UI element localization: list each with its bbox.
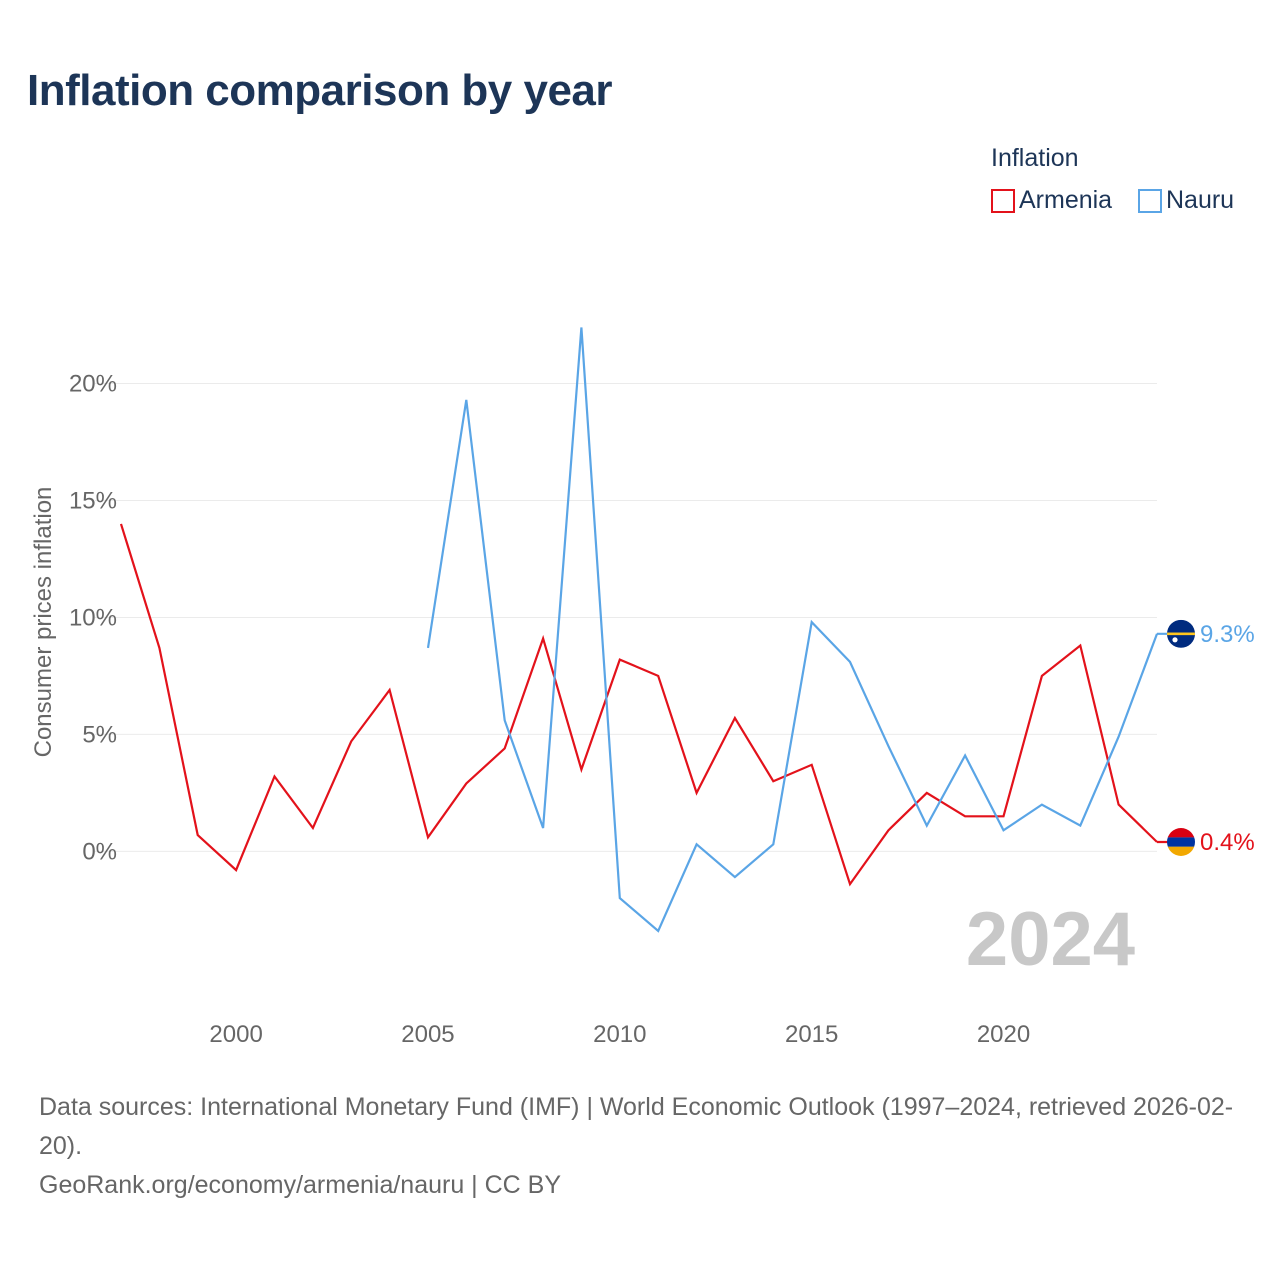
y-tick-label: 15% bbox=[69, 488, 117, 515]
legend-item-armenia[interactable]: Armenia bbox=[991, 186, 1112, 215]
data-point-armenia[interactable] bbox=[808, 761, 816, 769]
gridlines bbox=[95, 383, 1157, 852]
y-axis-ticks: 0% 5% 10% 15% 20% bbox=[69, 371, 117, 866]
data-point-armenia[interactable] bbox=[309, 824, 317, 832]
data-point-nauru[interactable] bbox=[1038, 801, 1046, 809]
footer: Data sources: International Monetary Fun… bbox=[39, 1088, 1249, 1205]
data-point-armenia[interactable] bbox=[386, 686, 394, 694]
legend-title: Inflation bbox=[991, 144, 1079, 172]
data-point-nauru[interactable] bbox=[923, 822, 931, 830]
data-point-armenia[interactable] bbox=[539, 635, 547, 643]
data-point-nauru[interactable] bbox=[1115, 733, 1123, 741]
data-point-armenia[interactable] bbox=[846, 880, 854, 888]
data-point-nauru[interactable] bbox=[1000, 826, 1008, 834]
series-lines bbox=[117, 323, 1159, 935]
armenia-flag-icon bbox=[1167, 828, 1195, 856]
data-point-armenia[interactable] bbox=[232, 866, 240, 874]
x-tick-label: 2010 bbox=[593, 1021, 646, 1048]
data-point-armenia[interactable] bbox=[884, 826, 892, 834]
y-axis-label: Consumer prices inflation bbox=[30, 487, 57, 758]
legend-swatch-armenia bbox=[991, 188, 1015, 213]
y-tick-label: 20% bbox=[69, 371, 117, 398]
data-point-armenia[interactable] bbox=[117, 520, 125, 528]
data-point-armenia[interactable] bbox=[1038, 672, 1046, 680]
data-point-nauru[interactable] bbox=[1076, 822, 1084, 830]
data-point-armenia[interactable] bbox=[923, 789, 931, 797]
current-year-watermark: 2024 bbox=[966, 897, 1135, 982]
data-point-armenia[interactable] bbox=[347, 737, 355, 745]
data-point-nauru[interactable] bbox=[846, 658, 854, 666]
nauru-flag-icon bbox=[1167, 619, 1195, 648]
data-point-nauru[interactable] bbox=[424, 644, 432, 652]
data-point-nauru[interactable] bbox=[693, 840, 701, 848]
data-point-nauru[interactable] bbox=[884, 742, 892, 750]
data-point-armenia[interactable] bbox=[693, 789, 701, 797]
attribution-text: GeoRank.org/economy/armenia/nauru | CC B… bbox=[39, 1171, 562, 1199]
x-tick-label: 2005 bbox=[401, 1021, 454, 1048]
chart-title: Inflation comparison by year bbox=[27, 66, 613, 115]
y-tick-label: 10% bbox=[69, 604, 117, 631]
x-tick-label: 2015 bbox=[785, 1021, 838, 1048]
series-end-markers: 0.4% 9.3% bbox=[1157, 619, 1255, 856]
data-point-armenia[interactable] bbox=[1115, 801, 1123, 809]
legend-label-nauru: Nauru bbox=[1166, 186, 1235, 214]
series-line-armenia[interactable] bbox=[119, 523, 1158, 887]
data-point-armenia[interactable] bbox=[155, 644, 163, 652]
legend-label-armenia: Armenia bbox=[1019, 186, 1113, 214]
x-tick-label: 2000 bbox=[209, 1021, 262, 1048]
series-line-nauru[interactable] bbox=[426, 327, 1159, 933]
x-tick-label: 2020 bbox=[977, 1021, 1030, 1048]
data-point-armenia[interactable] bbox=[654, 672, 662, 680]
data-point-nauru[interactable] bbox=[539, 824, 547, 832]
end-value-label-nauru: 9.3% bbox=[1200, 621, 1255, 648]
data-point-nauru[interactable] bbox=[769, 840, 777, 848]
data-point-armenia[interactable] bbox=[462, 780, 470, 788]
data-point-nauru[interactable] bbox=[462, 396, 470, 404]
data-point-nauru[interactable] bbox=[808, 618, 816, 626]
data-sources-text: Data sources: International Monetary Fun… bbox=[39, 1093, 1234, 1160]
y-tick-label: 5% bbox=[82, 721, 117, 748]
x-axis-ticks: 2000 2005 2010 2015 2020 bbox=[209, 1021, 1030, 1048]
data-point-armenia[interactable] bbox=[270, 773, 278, 781]
data-point-armenia[interactable] bbox=[424, 833, 432, 841]
data-point-nauru[interactable] bbox=[501, 716, 509, 724]
data-point-nauru[interactable] bbox=[577, 323, 585, 331]
data-point-armenia[interactable] bbox=[1000, 812, 1008, 820]
data-point-nauru[interactable] bbox=[616, 894, 624, 902]
legend-swatch-nauru bbox=[1138, 188, 1162, 213]
data-point-armenia[interactable] bbox=[194, 831, 202, 839]
data-point-nauru[interactable] bbox=[961, 751, 969, 759]
end-value-label-armenia: 0.4% bbox=[1200, 829, 1255, 856]
data-point-armenia[interactable] bbox=[769, 777, 777, 785]
data-point-nauru[interactable] bbox=[654, 927, 662, 935]
data-point-armenia[interactable] bbox=[961, 812, 969, 820]
line-chart: 0% 5% 10% 15% 20% 2000 2005 2010 2015 2020 Consu… bbox=[30, 323, 1255, 1048]
data-point-armenia[interactable] bbox=[577, 765, 585, 773]
data-point-armenia[interactable] bbox=[731, 714, 739, 722]
y-tick-label: 0% bbox=[82, 838, 117, 865]
data-point-armenia[interactable] bbox=[616, 656, 624, 664]
data-point-armenia[interactable] bbox=[1076, 642, 1084, 650]
legend-item-nauru[interactable]: Nauru bbox=[1138, 186, 1234, 215]
data-point-nauru[interactable] bbox=[731, 873, 739, 881]
data-point-armenia[interactable] bbox=[501, 744, 509, 752]
